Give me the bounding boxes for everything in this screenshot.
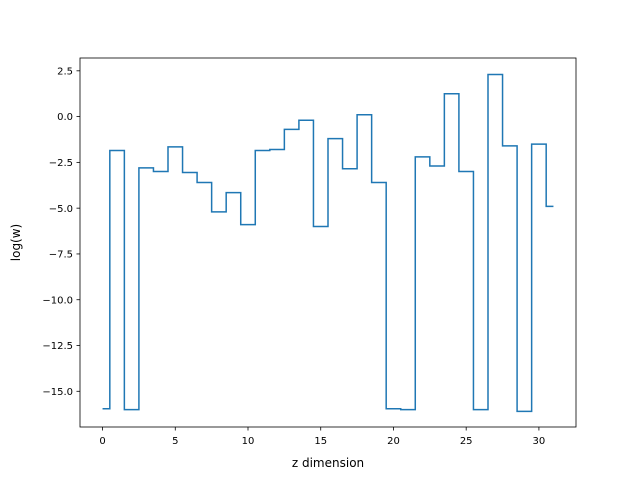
- y-tick-label: −10.0: [42, 295, 73, 306]
- y-axis-ticks: 2.5 0.0 −2.5 −5.0 −7.5 −10.0 −12.5 −15.0: [42, 66, 80, 398]
- y-tick-label: −15.0: [42, 387, 73, 398]
- axes-frame: [79, 57, 577, 428]
- y-tick-label: 0.0: [57, 112, 73, 123]
- y-axis-label: log(w): [9, 224, 23, 261]
- plot-area: [79, 57, 577, 428]
- x-axis-ticks: 0 5 10 15 20 25 30: [99, 427, 545, 447]
- x-tick-label: 10: [242, 436, 255, 447]
- x-axis-label: z dimension: [292, 456, 364, 470]
- x-tick-label: 30: [533, 436, 546, 447]
- x-tick-label: 25: [460, 436, 473, 447]
- y-tick-label: −12.5: [42, 341, 73, 352]
- y-tick-label: −2.5: [49, 158, 73, 169]
- y-tick-label: −7.5: [49, 250, 73, 261]
- x-tick-label: 0: [99, 436, 105, 447]
- y-tick-label: 2.5: [57, 66, 73, 77]
- x-tick-label: 20: [387, 436, 400, 447]
- series-line: [102, 73, 554, 413]
- x-tick-label: 5: [172, 436, 178, 447]
- x-tick-label: 15: [314, 436, 327, 447]
- y-tick-label: −5.0: [49, 204, 73, 215]
